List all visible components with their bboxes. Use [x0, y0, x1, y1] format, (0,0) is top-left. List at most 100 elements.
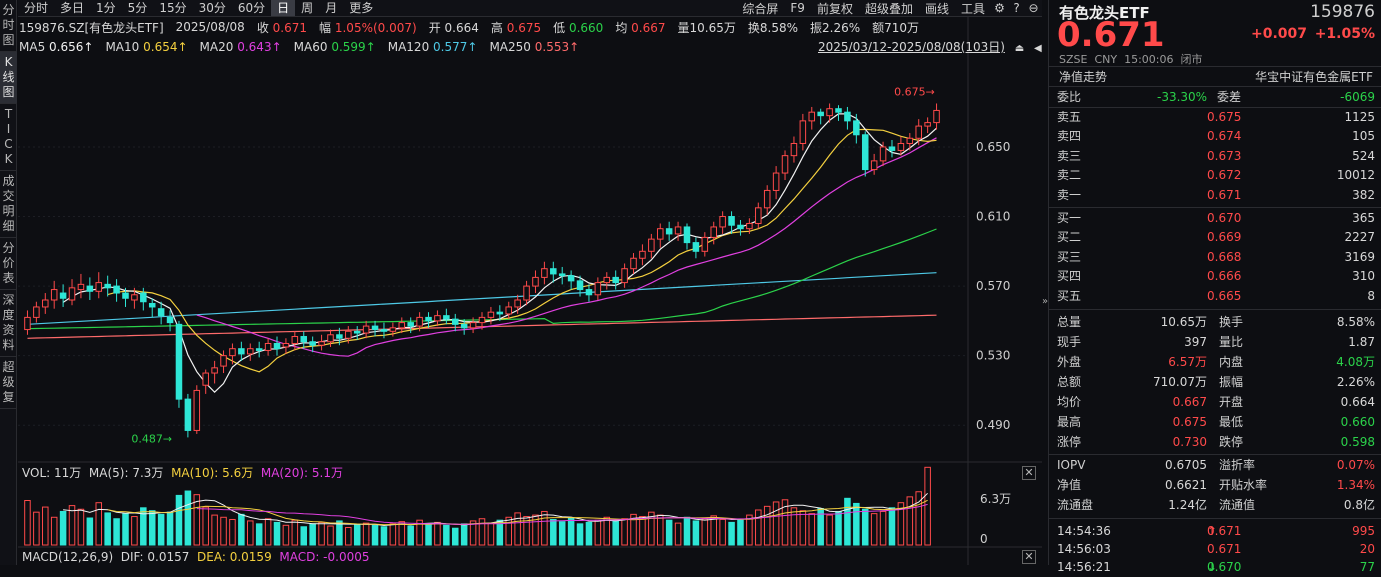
stat-label: 流通盘 — [1057, 497, 1094, 512]
y-tick-label: 0.570 — [976, 279, 1010, 293]
candle-body — [362, 325, 370, 334]
tab-period-0[interactable]: 分时 — [24, 1, 49, 15]
tab-related-fund[interactable]: 华宝中证有色金属ETF — [1255, 70, 1373, 84]
tab-period-4[interactable]: 15分 — [159, 1, 187, 15]
stat-value: 2.26% — [1336, 374, 1375, 389]
macd-dif: DIF: 0.0157 — [120, 550, 190, 564]
stat-value: 0.07% — [1336, 457, 1375, 472]
candle-body — [550, 268, 557, 275]
close-value: 0.671 — [272, 20, 308, 35]
tab-nav-trend[interactable]: 净值走势 — [1059, 70, 1108, 84]
ma120-line — [27, 272, 937, 325]
candle-body — [327, 334, 334, 343]
candle-body — [86, 285, 94, 292]
candle-body — [897, 142, 905, 151]
ma-label: MA10 — [105, 40, 140, 54]
ma-label: MA250 — [489, 40, 531, 54]
volume-bar — [336, 520, 343, 546]
sidebar-tab-3[interactable]: 成 交 明 细 — [0, 171, 17, 238]
sidebar-tab-5[interactable]: 深 度 资 料 — [0, 290, 17, 357]
gear-icon[interactable]: ⚙ — [994, 1, 1005, 15]
volume-bar — [362, 522, 370, 546]
eject-icon[interactable]: ⏏ — [1014, 43, 1025, 54]
volume-bar — [95, 502, 103, 546]
close-label: 收 — [256, 20, 269, 35]
volume-bar — [434, 521, 441, 546]
candle-body — [131, 294, 138, 301]
toolbar-btn-1[interactable]: F9 — [790, 1, 805, 15]
expand-panel-icon[interactable]: » — [1042, 296, 1049, 307]
stat-row: 现手 397 量比 1.87 — [1057, 333, 1375, 352]
range-label: 幅 — [319, 20, 332, 35]
volume-bar — [416, 519, 423, 546]
toolbar-btn-4[interactable]: 画线 — [924, 1, 949, 16]
volume-bar — [567, 517, 575, 546]
volume-bar — [175, 494, 183, 546]
volume-bar — [879, 510, 887, 546]
open-label: 开 — [428, 20, 441, 35]
candle-body — [755, 207, 762, 224]
row-vol: 310 — [1352, 269, 1375, 284]
ma-item-5: MA250 0.553↑ — [489, 40, 579, 54]
stat-value: 0.598 — [1340, 434, 1375, 449]
ratio-row: 委比 -33.30% 委差 -6069 — [1057, 88, 1375, 107]
volume-bar — [380, 526, 388, 546]
ma-item-2: MA20 0.643↑ — [200, 40, 282, 54]
collapse-icon[interactable]: ⊖ — [1028, 1, 1039, 15]
candle-body — [336, 334, 343, 339]
candle-body — [469, 322, 477, 329]
tick-vol: 77 — [1359, 559, 1375, 574]
volume-bar — [799, 510, 807, 546]
candle-body — [665, 228, 673, 235]
row-vol: 1125 — [1344, 109, 1375, 124]
price-change-pct: +1.05% — [1314, 26, 1375, 42]
toolbar-btn-3[interactable]: 超级叠加 — [864, 1, 913, 16]
toolbar-btn-0[interactable]: 综合屏 — [742, 1, 779, 16]
volume-bar — [844, 497, 851, 546]
candle-body — [790, 142, 798, 157]
date-range: 2025/03/12-2025/08/08(103日) ⏏ ◀ — [818, 38, 1042, 56]
close-icon[interactable]: ✕ — [1022, 550, 1036, 564]
sidebar-tab-1[interactable]: K 线 图 — [0, 52, 17, 104]
security-code: 159876.SZ[有色龙头ETF] — [19, 20, 164, 35]
tab-period-1[interactable]: 多日 — [60, 1, 85, 15]
tab-period-3[interactable]: 5分 — [127, 1, 148, 15]
vol-axis-label: 6.3万 — [980, 492, 1011, 506]
candle-body — [211, 367, 218, 374]
sidebar-tab-4[interactable]: 分 价 表 — [0, 238, 17, 290]
stat-value: 0.660 — [1340, 414, 1375, 429]
open-value: 0.664 — [444, 20, 479, 35]
tick-time: 14:54:36 — [1057, 523, 1111, 538]
close-icon[interactable]: ✕ — [1022, 466, 1036, 480]
volume-bar — [247, 520, 254, 546]
volume-bar — [915, 491, 922, 546]
volume-bar — [924, 466, 931, 546]
row-price: 0.674 — [1207, 129, 1242, 144]
tab-period-9[interactable]: 月 — [325, 1, 338, 15]
volume-bar — [888, 507, 896, 546]
ask-row: 卖五 0.675 1125 — [1057, 108, 1375, 127]
sidebar-tab-6[interactable]: 超 级 复 — [0, 357, 17, 409]
volume-header: VOL: 11万 MA(5): 7.3万 MA(10): 5.6万 MA(20)… — [22, 465, 343, 481]
tab-period-5[interactable]: 30分 — [198, 1, 226, 15]
sidebar-tab-2[interactable]: T I C K — [0, 104, 17, 171]
candle-body — [247, 348, 254, 355]
toolbar-btn-2[interactable]: 前复权 — [816, 1, 853, 16]
macd-dea: DEA: 0.0159 — [197, 550, 272, 564]
scroll-left-icon[interactable]: ◀ — [1034, 43, 1042, 54]
toolbar-btn-5[interactable]: 工具 — [960, 1, 985, 16]
candle-body — [166, 316, 174, 324]
kline-chart[interactable]: 0.650 0.610 0.570 0.530 0.490 0.675→ 0.487→ 6.3… — [18, 0, 1042, 565]
help-icon[interactable]: ? — [1013, 1, 1020, 15]
volume-bar — [603, 516, 611, 546]
candle-body — [122, 292, 129, 299]
tab-period-6[interactable]: 60分 — [237, 1, 266, 15]
candle-body — [888, 146, 896, 151]
candle-body — [460, 323, 468, 329]
sidebar-tab-0[interactable]: 分 时 图 — [0, 0, 17, 52]
tab-period-7[interactable]: 日 — [271, 0, 296, 16]
tab-period-2[interactable]: 1分 — [96, 1, 116, 15]
candle-body — [763, 189, 771, 209]
tab-period-10[interactable]: 更多 — [349, 1, 374, 15]
tab-period-8[interactable]: 周 — [301, 1, 314, 15]
